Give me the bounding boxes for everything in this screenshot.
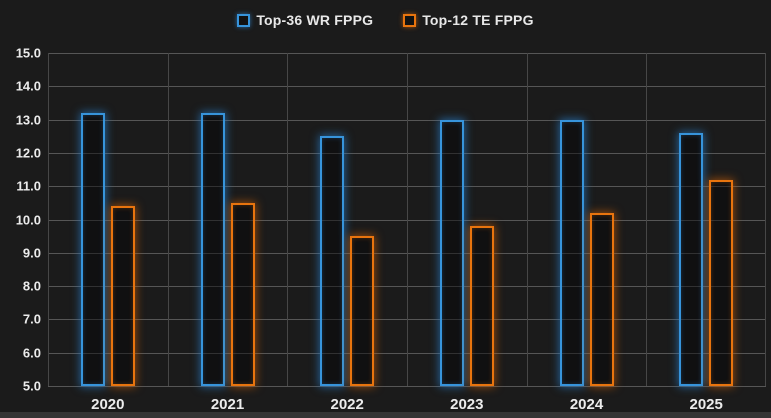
gridline-vertical — [48, 53, 49, 386]
y-axis-tick-label: 11.0 — [16, 178, 41, 194]
legend-label-wr: Top-36 WR FPPG — [256, 12, 374, 28]
wr-series-swatch-icon — [237, 13, 251, 27]
y-axis-tick-label: 6.0 — [22, 345, 41, 361]
y-axis-tick-label: 10.0 — [15, 212, 41, 227]
bar-te-2023[interactable] — [469, 226, 494, 386]
x-axis: 2020 2021 2022 2023 2024 2025 — [48, 396, 766, 416]
bar-wr-2024[interactable] — [559, 119, 584, 386]
gridline-vertical — [526, 53, 528, 386]
bar-te-2022[interactable] — [350, 236, 375, 386]
plot-area — [48, 53, 766, 387]
y-axis-tick-label: 12.0 — [15, 145, 41, 161]
gridline-vertical — [646, 53, 648, 386]
gridline-horizontal — [48, 386, 766, 387]
legend: Top-36 WR FPPG Top-12 TE FPPG — [0, 8, 771, 32]
legend-item-wr[interactable]: Top-36 WR FPPG — [237, 12, 373, 28]
y-axis-tick-label: 8.0 — [22, 278, 41, 294]
y-axis-tick-label: 15.0 — [15, 45, 41, 61]
x-axis-category-label: 2023 — [450, 396, 484, 413]
x-axis-category-label: 2024 — [569, 396, 604, 413]
y-axis-tick-label: 5.0 — [22, 378, 41, 394]
legend-item-te[interactable]: Top-12 TE FPPG — [403, 12, 533, 28]
bar-te-2020[interactable] — [110, 206, 135, 386]
gridline-vertical — [765, 53, 766, 386]
x-axis-category-label: 2022 — [330, 396, 364, 413]
gridline-vertical — [287, 53, 289, 386]
legend-label-te: Top-12 TE FPPG — [422, 12, 534, 28]
bar-te-2021[interactable] — [230, 202, 255, 386]
gridline-vertical — [407, 53, 408, 386]
bar-wr-2025[interactable] — [679, 132, 704, 386]
x-axis-category-label: 2020 — [91, 396, 125, 413]
x-axis-category-label: 2021 — [210, 396, 245, 413]
bar-te-2025[interactable] — [709, 179, 734, 386]
bottom-bar — [0, 412, 771, 418]
bar-wr-2022[interactable] — [320, 136, 345, 387]
y-axis-tick-label: 7.0 — [22, 311, 41, 327]
x-axis-category-label: 2025 — [689, 396, 723, 413]
gridline-vertical — [167, 53, 169, 386]
bar-wr-2023[interactable] — [439, 119, 464, 386]
te-series-swatch-icon — [403, 13, 417, 27]
y-axis-tick-label: 9.0 — [22, 245, 41, 261]
bar-te-2024[interactable] — [589, 212, 614, 386]
y-axis-tick-label: 13.0 — [15, 112, 41, 128]
y-axis-tick-label: 14.0 — [15, 78, 41, 94]
bar-wr-2020[interactable] — [80, 112, 105, 386]
bar-wr-2021[interactable] — [200, 112, 225, 386]
y-axis: 15.0 14.0 13.0 12.0 11.0 10.0 9.0 8.0 7.0 6.0 5.0 — [0, 46, 41, 394]
